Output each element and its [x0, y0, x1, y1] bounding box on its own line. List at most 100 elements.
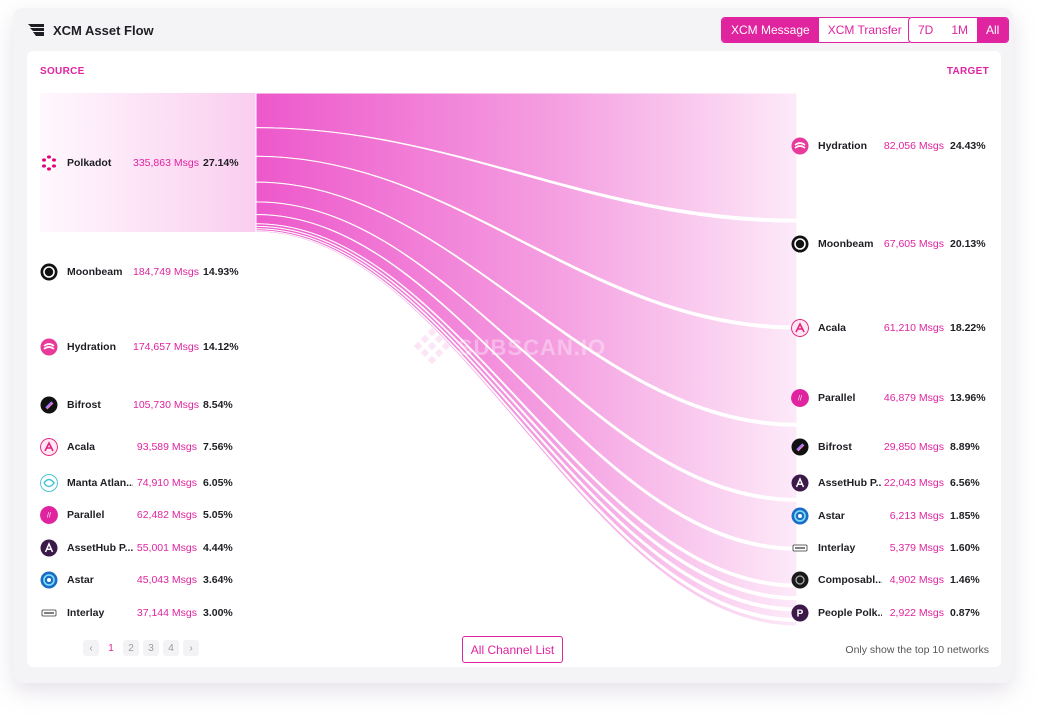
target-node[interactable]: P People Polk... 2,922 Msgs 0.87% [791, 603, 984, 623]
target-node-msgs: 6,213 Msgs [889, 510, 944, 522]
source-node-msgs: 335,863 Msgs [133, 157, 199, 169]
source-node-msgs: 93,589 Msgs [136, 441, 197, 453]
polkadot-icon [40, 154, 58, 172]
target-node[interactable]: Astar 6,213 Msgs 1.85% [791, 506, 984, 526]
source-node-msgs: 74,910 Msgs [136, 477, 197, 489]
page-1-button[interactable]: 1 [103, 640, 119, 656]
sankey-panel: SOURCE TARGET SUBSCAN.IO Polkadot 335, [27, 51, 1001, 667]
subscan-logo-icon [28, 24, 44, 36]
tab-xcm-transfer[interactable]: XCM Transfer [827, 23, 902, 37]
source-node-name: Acala [67, 441, 96, 453]
composable-icon [791, 571, 809, 589]
moonbeam-icon [40, 263, 58, 281]
target-node-msgs: 4,902 Msgs [889, 574, 944, 586]
source-node-name: Interlay [67, 607, 105, 619]
tab-xcm-message[interactable]: XCM Message [722, 18, 819, 42]
target-node-msgs: 2,922 Msgs [889, 607, 944, 619]
next-page-button[interactable]: › [183, 640, 199, 656]
interlay-icon [40, 604, 58, 622]
source-node[interactable]: // Parallel 62,482 Msgs 5.05% [40, 505, 237, 525]
people-polkadot-icon: P [791, 604, 809, 622]
target-node[interactable]: Bifrost 29,850 Msgs 8.89% [791, 437, 984, 457]
source-node-name: AssetHub P... [67, 542, 133, 554]
target-node-name: People Polk... [818, 607, 882, 619]
all-channel-list-button[interactable]: All Channel List [462, 636, 563, 663]
target-node-name: AssetHub P... [818, 477, 882, 489]
source-header: SOURCE [40, 66, 85, 77]
xcm-asset-flow-card: XCM Asset Flow XCM Message XCM Transfer … [13, 8, 1013, 683]
target-node[interactable]: Composabl... 4,902 Msgs 1.46% [791, 570, 984, 590]
bifrost-icon [40, 396, 58, 414]
target-node-percent: 24.43% [950, 140, 986, 152]
target-node-percent: 6.56% [950, 477, 980, 489]
source-node-percent: 7.56% [203, 441, 233, 453]
hydration-icon [791, 137, 809, 155]
target-node[interactable]: Moonbeam 67,605 Msgs 20.13% [791, 234, 986, 254]
target-node-name: Interlay [818, 542, 856, 554]
source-node-name: Parallel [67, 509, 105, 521]
target-node-msgs: 5,379 Msgs [889, 542, 944, 554]
target-node-msgs: 67,605 Msgs [883, 238, 944, 250]
target-node-name: Parallel [818, 392, 856, 404]
target-node-name: Moonbeam [818, 238, 874, 250]
source-node[interactable]: Bifrost 105,730 Msgs 8.54% [40, 395, 237, 415]
source-node-percent: 6.05% [203, 477, 233, 489]
source-node-msgs: 105,730 Msgs [133, 399, 199, 411]
flow-link[interactable] [255, 230, 798, 627]
target-node[interactable]: Acala 61,210 Msgs 18.22% [791, 318, 986, 338]
target-node-name: Acala [818, 322, 847, 334]
source-node[interactable]: AssetHub P... 55,001 Msgs 4.44% [40, 538, 237, 558]
moonbeam-icon [791, 235, 809, 253]
range-7d-button[interactable]: 7D [918, 23, 934, 37]
page-4-button[interactable]: 4 [163, 640, 179, 656]
target-node[interactable]: AssetHub P... 22,043 Msgs 6.56% [791, 473, 984, 493]
target-node[interactable]: Interlay 5,379 Msgs 1.60% [791, 538, 984, 558]
target-node[interactable]: // Parallel 46,879 Msgs 13.96% [791, 388, 986, 408]
pagination: ‹ 1 2 3 4 › [83, 640, 203, 656]
astar-icon [791, 507, 809, 525]
range-1m-button[interactable]: 1M [951, 23, 969, 37]
source-node[interactable]: Interlay 37,144 Msgs 3.00% [40, 603, 237, 623]
target-node-percent: 20.13% [950, 238, 986, 250]
assethub-icon [40, 539, 58, 557]
card-header: XCM Asset Flow [27, 18, 154, 42]
source-node-msgs: 62,482 Msgs [136, 509, 197, 521]
source-node-msgs: 174,657 Msgs [133, 341, 199, 353]
source-node-name: Hydration [67, 341, 117, 353]
target-node-name: Composabl... [818, 574, 882, 586]
acala-icon [40, 438, 58, 456]
source-node[interactable]: Hydration 174,657 Msgs 14.12% [40, 337, 239, 357]
source-node-name: Moonbeam [67, 266, 123, 278]
source-node[interactable]: Manta Atlan... 74,910 Msgs 6.05% [40, 473, 237, 493]
source-node-percent: 3.00% [203, 607, 233, 619]
target-node[interactable]: Hydration 82,056 Msgs 24.43% [791, 136, 986, 156]
acala-icon [791, 319, 809, 337]
interlay-icon [791, 539, 809, 557]
bifrost-icon [791, 438, 809, 456]
source-node[interactable]: Acala 93,589 Msgs 7.56% [40, 437, 237, 457]
page-3-button[interactable]: 3 [143, 640, 159, 656]
mode-toggle: XCM Message XCM Transfer [721, 17, 912, 43]
source-node-bar [40, 93, 256, 232]
assethub-icon [791, 474, 809, 492]
source-node[interactable]: Astar 45,043 Msgs 3.64% [40, 570, 237, 590]
top-networks-note: Only show the top 10 networks [845, 644, 989, 656]
prev-page-button[interactable]: ‹ [83, 640, 99, 656]
source-node[interactable]: Polkadot 335,863 Msgs 27.14% [40, 153, 239, 173]
page-2-button[interactable]: 2 [123, 640, 139, 656]
target-node-percent: 8.89% [950, 441, 980, 453]
target-header: TARGET [946, 66, 989, 77]
page-title: XCM Asset Flow [53, 22, 154, 38]
target-node-msgs: 29,850 Msgs [883, 441, 944, 453]
source-node-msgs: 55,001 Msgs [136, 542, 197, 554]
source-node[interactable]: Moonbeam 184,749 Msgs 14.93% [40, 262, 239, 282]
target-node-percent: 0.87% [950, 607, 980, 619]
svg-text:P: P [797, 609, 804, 620]
source-node-msgs: 184,749 Msgs [133, 266, 199, 278]
range-all-button[interactable]: All [977, 18, 1009, 42]
source-node-percent: 5.05% [203, 509, 233, 521]
target-node-msgs: 46,879 Msgs [883, 392, 944, 404]
target-node-percent: 1.85% [950, 510, 980, 522]
flow-link[interactable] [255, 92, 798, 220]
target-node-msgs: 82,056 Msgs [883, 140, 944, 152]
